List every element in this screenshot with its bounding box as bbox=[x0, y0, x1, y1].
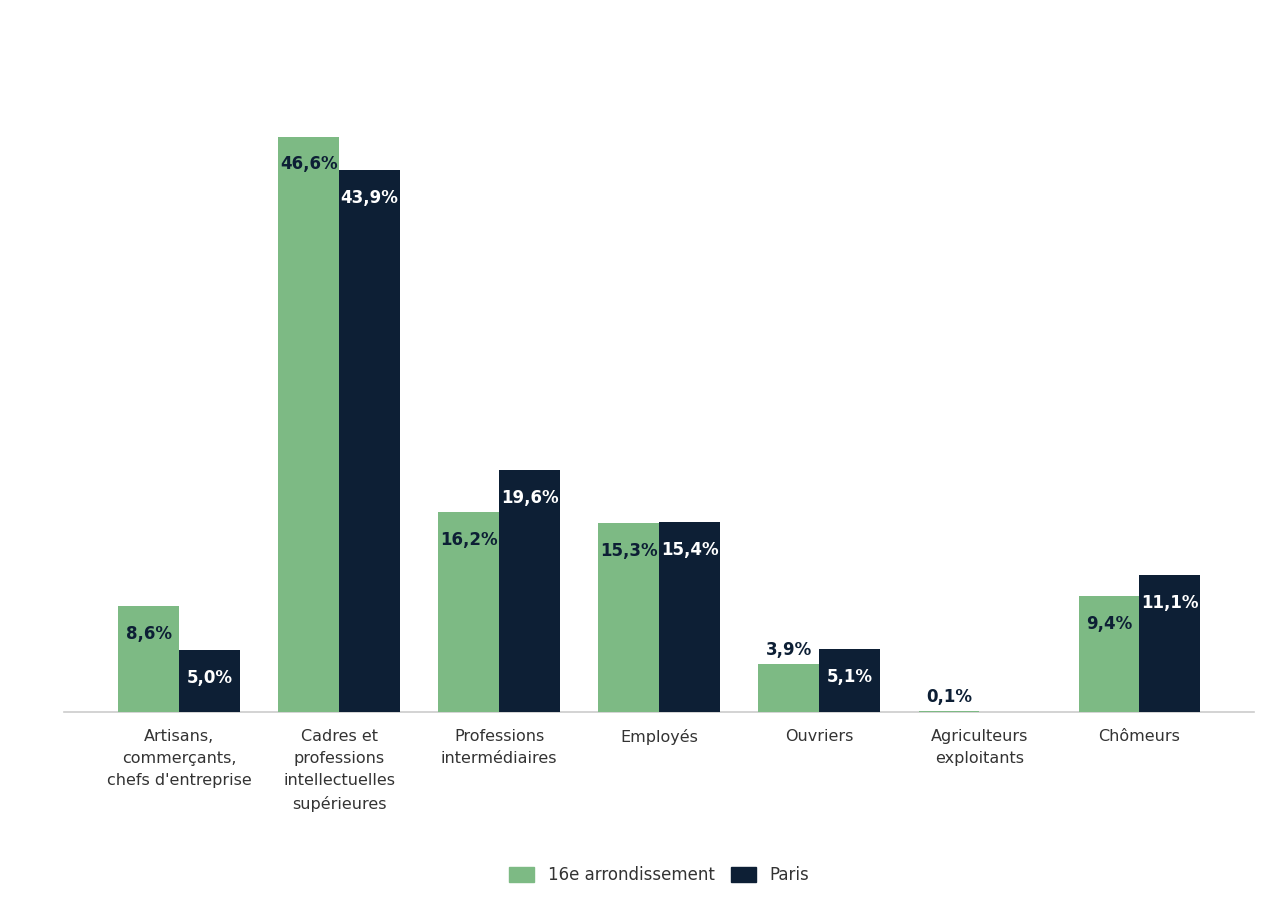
Bar bbox=[339, 171, 399, 712]
Text: 9,4%: 9,4% bbox=[1085, 614, 1133, 633]
Text: 11,1%: 11,1% bbox=[1142, 593, 1198, 612]
Text: 5,0%: 5,0% bbox=[187, 669, 233, 687]
Bar bbox=[118, 606, 179, 712]
Text: 5,1%: 5,1% bbox=[827, 667, 873, 686]
Text: 19,6%: 19,6% bbox=[500, 488, 558, 507]
Text: 16,2%: 16,2% bbox=[440, 530, 498, 549]
Bar bbox=[919, 711, 979, 712]
Bar bbox=[819, 649, 881, 712]
Bar bbox=[598, 523, 659, 712]
Bar bbox=[179, 650, 239, 712]
Bar bbox=[499, 470, 559, 712]
Legend: 16e arrondissement, Paris: 16e arrondissement, Paris bbox=[503, 859, 815, 890]
Bar bbox=[1139, 575, 1201, 712]
Text: 8,6%: 8,6% bbox=[125, 624, 172, 643]
Bar bbox=[278, 137, 339, 712]
Bar bbox=[1079, 596, 1139, 712]
Text: 15,4%: 15,4% bbox=[660, 540, 718, 559]
Text: 46,6%: 46,6% bbox=[280, 155, 338, 173]
Text: 15,3%: 15,3% bbox=[600, 541, 658, 560]
Bar bbox=[759, 664, 819, 712]
Bar bbox=[659, 522, 721, 712]
Text: 43,9%: 43,9% bbox=[340, 189, 398, 207]
Text: 3,9%: 3,9% bbox=[765, 641, 812, 659]
Text: 0,1%: 0,1% bbox=[925, 688, 972, 706]
Bar bbox=[438, 512, 499, 712]
